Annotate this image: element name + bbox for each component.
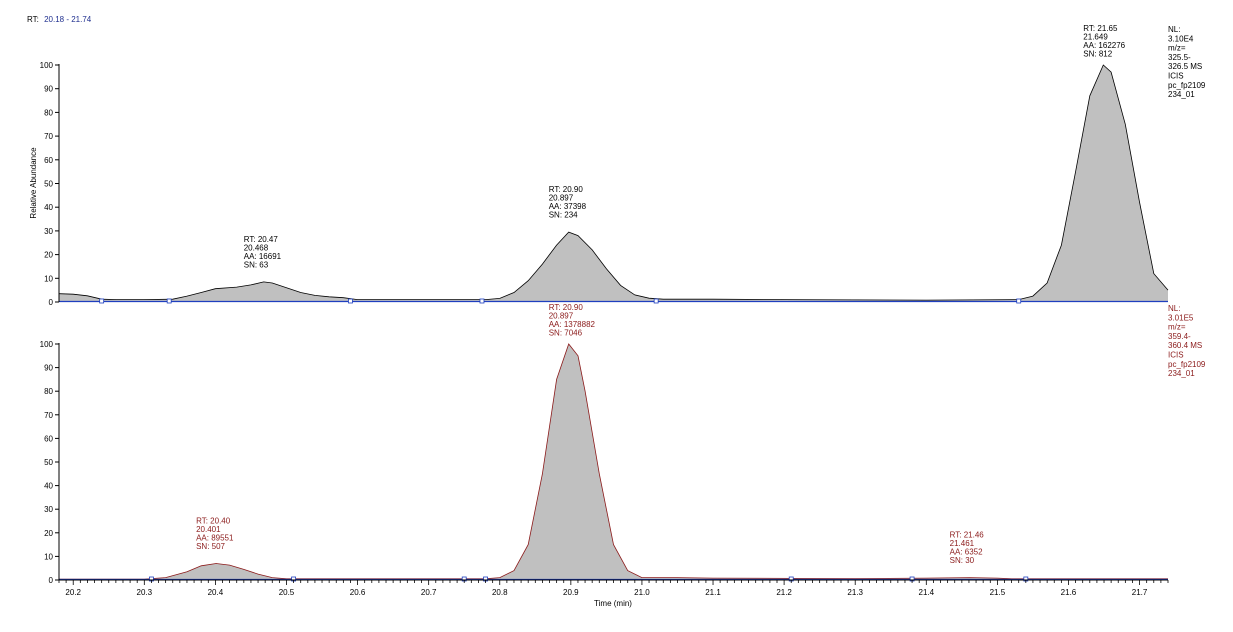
trace-info-line: NL: — [1168, 304, 1180, 313]
trace-info-line: pc_fp2109 — [1168, 81, 1206, 90]
trace-info-line: pc_fp2109 — [1168, 360, 1206, 369]
trace-info-line: 3.10E4 — [1168, 34, 1194, 43]
peak-annotation-line: SN: 7046 — [549, 329, 583, 338]
y-tick-label: 80 — [44, 108, 53, 117]
y-tick-label: 50 — [44, 180, 53, 189]
x-tick-label: 20.3 — [137, 588, 153, 597]
trace-line — [58, 64, 1169, 301]
trace-info-line: 359.4- — [1168, 332, 1191, 341]
peak-annotation-line: 20.897 — [549, 194, 574, 203]
trace-info-line: 325.5- — [1168, 53, 1191, 62]
peak-annotation-line: 20.468 — [244, 243, 269, 252]
rt-label: RT: — [27, 15, 39, 24]
peak-annotation-line: AA: 16691 — [244, 252, 282, 261]
x-tick-label: 21.1 — [705, 588, 721, 597]
baseline-marker — [348, 298, 353, 304]
y-tick-label: 100 — [40, 61, 54, 70]
x-tick-label: 20.7 — [421, 588, 437, 597]
peak-annotation-line: AA: 89551 — [196, 533, 234, 542]
x-tick-label: 20.4 — [208, 588, 224, 597]
y-tick-label: 30 — [44, 505, 53, 514]
trace-info-line: ICIS — [1168, 351, 1184, 360]
x-tick-label: 20.9 — [563, 588, 579, 597]
peak-annotation-line: RT: 21.46 — [950, 531, 985, 540]
y-tick-label: 20 — [44, 529, 53, 538]
trace-info-line: m/z= — [1168, 44, 1186, 53]
rt-range-value: 20.18 - 21.74 — [44, 15, 92, 24]
trace-info-line: 360.4 MS — [1168, 341, 1202, 350]
trace-info-line: 234_01 — [1168, 90, 1195, 99]
peak-annotation-line: RT: 20.40 — [196, 516, 231, 525]
y-axis-label: Relative Abundance — [29, 147, 38, 219]
peak-annotation-line: 20.897 — [549, 312, 574, 321]
y-tick-label: 0 — [49, 298, 54, 307]
trace-info-line: 326.5 MS — [1168, 62, 1202, 71]
y-tick-label: 10 — [44, 552, 53, 561]
y-tick-label: 90 — [44, 364, 53, 373]
y-tick-label: 70 — [44, 411, 53, 420]
peak-area-fill — [59, 65, 1168, 302]
x-tick-label: 21.7 — [1132, 588, 1148, 597]
rt-range-header: RT: 20.18 - 21.74 — [27, 15, 92, 24]
chromatogram-panel-bottom: 0 10 20 30 40 50 60 70 80 90 100 20.2 20.3 20.4 20.5 20… — [40, 303, 1206, 597]
peak-annotation-line: 20.401 — [196, 525, 221, 534]
x-tick-label: 21.4 — [919, 588, 935, 597]
trace-line — [59, 343, 1168, 580]
baseline-marker — [479, 298, 485, 304]
peak-annotation-line: AA: 6352 — [950, 548, 983, 557]
trace-info-line: 234_01 — [1168, 369, 1195, 378]
peak-annotation-line: SN: 812 — [1083, 50, 1112, 59]
y-tick-label: 90 — [44, 85, 53, 94]
trace-info-line: m/z= — [1168, 323, 1186, 332]
y-tick-label: 40 — [44, 482, 53, 491]
peak-annotation-line: RT: 20.90 — [549, 303, 584, 312]
peak-annotation-line: AA: 37398 — [549, 202, 587, 211]
y-tick-label: 20 — [44, 251, 53, 260]
y-tick-label: 0 — [49, 576, 54, 585]
x-tick-label: 20.5 — [279, 588, 295, 597]
peak-annotation-line: SN: 63 — [244, 260, 269, 269]
trace-info-line: ICIS — [1168, 72, 1184, 81]
x-tick-label: 21.6 — [1061, 588, 1077, 597]
baseline-marker — [166, 298, 172, 304]
x-tick-label: 21.0 — [634, 588, 650, 597]
peak-annotation-line: RT: 20.47 — [244, 235, 279, 244]
y-tick-label: 30 — [44, 227, 53, 236]
y-tick-label: 10 — [44, 274, 53, 283]
y-tick-label: 60 — [44, 156, 53, 165]
peak-annotation-line: AA: 1378882 — [549, 320, 596, 329]
peak-annotation-line: RT: 20.90 — [549, 185, 584, 194]
peak-annotation-line: AA: 162276 — [1083, 41, 1125, 50]
trace-info-line: NL: — [1168, 25, 1180, 34]
x-tick-label: 20.2 — [65, 588, 81, 597]
trace-info-line: 3.01E5 — [1168, 313, 1194, 322]
x-axis-label: Time (min) — [594, 599, 632, 608]
x-tick-label: 21.3 — [847, 588, 863, 597]
y-tick-label: 80 — [44, 387, 53, 396]
peak-annotation-line: 21.649 — [1083, 33, 1108, 42]
baseline-marker — [1016, 298, 1022, 304]
peak-annotation-line: 21.461 — [950, 539, 975, 548]
peak-annotation-line: RT: 21.65 — [1083, 24, 1118, 33]
y-tick-label: 50 — [44, 458, 53, 467]
y-tick-label: 70 — [44, 132, 53, 141]
x-tick-label: 20.8 — [492, 588, 508, 597]
baseline-marker — [99, 298, 105, 304]
peak-annotation-line: SN: 507 — [196, 542, 225, 551]
y-tick-label: 100 — [40, 340, 54, 349]
peak-annotation-line: SN: 234 — [549, 211, 578, 220]
baseline-marker — [653, 298, 659, 304]
x-tick-label: 21.2 — [776, 588, 792, 597]
y-tick-label: 40 — [44, 203, 53, 212]
x-tick-label: 20.6 — [350, 588, 366, 597]
peak-annotation-line: SN: 30 — [950, 556, 975, 565]
y-tick-label: 60 — [44, 434, 53, 443]
x-tick-label: 21.5 — [990, 588, 1006, 597]
